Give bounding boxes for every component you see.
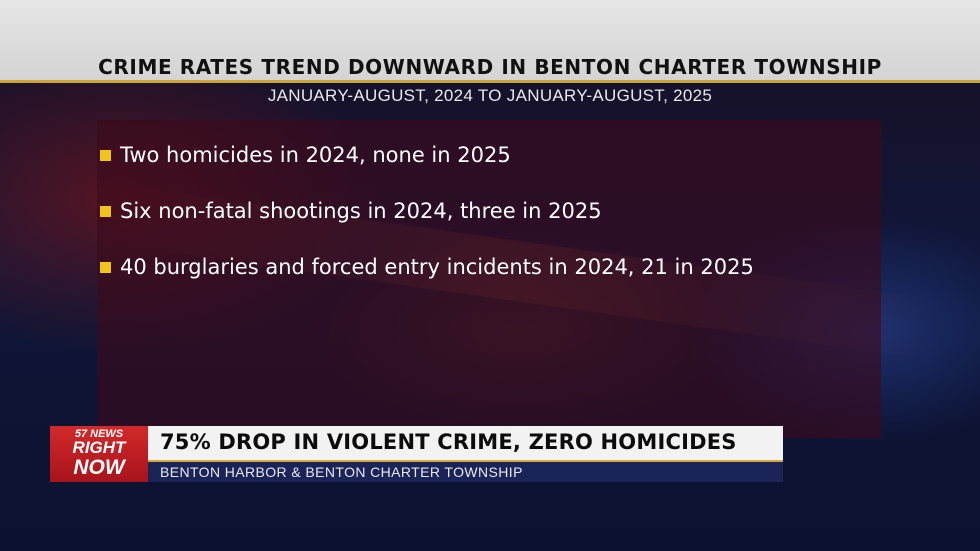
lower-third: 57 NEWS RIGHT NOW 75% DROP IN VIOLENT CR… xyxy=(50,426,783,482)
list-item: Two homicides in 2024, none in 2025 xyxy=(100,140,511,170)
bullet-square-icon xyxy=(100,205,111,217)
list-item: 40 burglaries and forced entry incidents… xyxy=(100,252,754,282)
ticker-subline-bar: BENTON HARBOR & BENTON CHARTER TOWNSHIP xyxy=(148,462,783,482)
graphic-subtitle: JANUARY-AUGUST, 2024 TO JANUARY-AUGUST, … xyxy=(267,86,713,105)
graphic-title: CRIME RATES TREND DOWNWARD IN BENTON CHA… xyxy=(98,55,882,79)
bullet-text: 40 burglaries and forced entry incidents… xyxy=(120,255,754,279)
ticker-subline: BENTON HARBOR & BENTON CHARTER TOWNSHIP xyxy=(160,464,523,480)
logo-brand-text: 57 NEWS xyxy=(74,428,124,440)
logo-right-text: RIGHT xyxy=(72,438,126,457)
bullet-text: Six non-fatal shootings in 2024, three i… xyxy=(120,199,602,223)
bullet-text: Two homicides in 2024, none in 2025 xyxy=(120,143,511,167)
list-item: Six non-fatal shootings in 2024, three i… xyxy=(100,196,602,226)
bullet-square-icon xyxy=(100,149,111,161)
header-bar xyxy=(0,0,980,80)
content-panel xyxy=(97,120,881,438)
station-logo: 57 NEWS RIGHT NOW xyxy=(50,426,148,482)
ticker-headline-bar: 75% DROP IN VIOLENT CRIME, ZERO HOMICIDE… xyxy=(148,426,783,460)
bullet-square-icon xyxy=(100,261,111,273)
logo-now-text: NOW xyxy=(73,456,125,479)
header-divider xyxy=(0,80,980,83)
ticker-headline: 75% DROP IN VIOLENT CRIME, ZERO HOMICIDE… xyxy=(160,430,737,454)
ticker-divider xyxy=(148,460,783,462)
